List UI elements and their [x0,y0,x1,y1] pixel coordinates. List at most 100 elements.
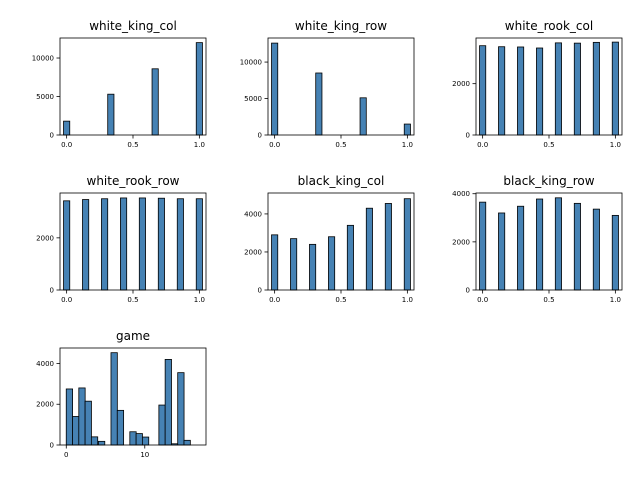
bar-black_king_row-0 [479,201,487,291]
y-tick-label: 0 [258,132,262,140]
bar-game-10 [141,436,150,446]
x-tick-label: 1.0 [194,141,205,149]
subplot-title: white_rook_row [87,174,180,188]
bar-game-8 [129,431,137,446]
bar-black_king_row-2 [517,205,525,291]
bar-black_king_col-7 [403,198,411,291]
y-tick-label: 4000 [36,360,54,368]
axes-frame [59,37,207,136]
bar-white_king_row-1 [315,72,323,136]
bar-white_king_col-0 [63,120,71,136]
x-tick-label: 1.0 [402,296,413,304]
bar-white_rook_row-3 [120,197,128,291]
x-tick-label: 0.5 [127,141,138,149]
y-tick-label: 2000 [36,401,54,409]
bar-black_king_row-5 [573,202,581,291]
bar-white_king_col-3 [195,42,203,136]
subplot-game: game 0 10 0 2000 4000 [36,329,207,459]
x-tick-label: 1.0 [610,141,621,149]
bar-black_king_col-6 [384,203,392,291]
bar-game-4 [90,436,99,446]
y-tick-label: 0 [466,287,470,295]
bar-white_king_row-3 [403,123,411,136]
x-tick-label: 0.5 [543,296,554,304]
bar-game-0 [65,388,73,446]
bar-game-5 [98,440,106,446]
bar-white_rook_col-0 [479,45,487,136]
axes-frame [475,37,623,136]
subplot-black_king_col: black_king_col 0.0 0.5 1.0 0 2000 4000 [244,174,415,304]
bar-white_rook_row-1 [82,199,90,291]
y-tick-label: 10000 [32,55,54,63]
bar-game-11 [158,404,166,446]
bar-white_rook_row-5 [157,197,165,291]
bar-game-6 [110,352,118,446]
bar-black_king_col-2 [309,243,317,291]
bar-black_king_col-1 [290,238,298,291]
bar-game-7 [116,409,125,446]
y-tick-label: 0 [466,132,470,140]
y-tick-label: 0 [50,442,54,450]
axes-frame [267,37,415,136]
subplot-title: game [116,329,150,343]
bar-black_king_row-7 [611,214,619,291]
bar-white_king_col-2 [151,68,159,136]
subplot-title: black_king_col [298,174,385,188]
bar-black_king_col-4 [346,224,354,291]
bar-white_rook_row-6 [176,198,184,291]
y-tick-label: 2000 [452,238,470,246]
axes-frame [59,192,207,291]
x-tick-label: 1.0 [194,296,205,304]
subplot-white_king_col: white_king_col 0.0 0.5 1.0 0 5000 10000 [32,19,207,149]
bar-game-2 [78,387,86,446]
bar-game-12 [164,359,172,446]
bar-black_king_row-3 [536,198,544,291]
bar-white_rook_col-3 [536,47,544,136]
subplot-white_rook_col: white_rook_col 0.0 0.5 1.0 0 2000 [452,19,623,149]
x-tick-label: 0.0 [477,141,488,149]
bar-black_king_col-3 [328,236,336,291]
x-tick-label: 0.0 [61,296,72,304]
bar-white_rook_col-6 [592,41,600,136]
bar-black_king_row-6 [592,208,600,291]
subplot-white_king_row: white_king_row 0.0 0.5 1.0 0 5000 10000 [240,19,415,149]
y-tick-label: 2000 [452,80,470,88]
x-tick-label: 0.0 [61,141,72,149]
y-tick-label: 4000 [452,190,470,198]
y-tick-label: 4000 [244,210,262,218]
bar-white_king_row-0 [271,42,279,136]
axes-frame [475,192,623,291]
y-tick-label: 0 [258,287,262,295]
subplot-title: white_king_col [89,19,177,33]
bar-white_rook_col-1 [498,46,506,136]
bar-game-9 [135,433,143,446]
bar-game-3 [84,400,92,446]
bar-black_king_row-4 [554,197,562,291]
axes-frame [59,347,207,446]
y-tick-label: 2000 [244,248,262,256]
bar-game-14 [177,372,185,446]
x-tick-label: 0.5 [335,141,346,149]
bar-white_rook_col-5 [573,42,581,136]
x-tick-label: 0.0 [269,141,280,149]
bar-white_rook_col-7 [611,41,619,136]
bar-white_rook_row-0 [63,200,71,291]
x-tick-label: 0.5 [127,296,138,304]
y-tick-label: 5000 [244,95,262,103]
x-tick-label: 10 [140,451,149,459]
axes-frame [267,192,415,291]
subplot-title: white_rook_col [505,19,593,33]
x-tick-label: 0.5 [335,296,346,304]
subplot-white_rook_row: white_rook_row 0.0 0.5 1.0 0 2000 [36,174,207,304]
bar-black_king_col-0 [271,234,279,291]
bar-white_rook_row-7 [195,198,203,291]
y-tick-label: 0 [50,287,54,295]
bar-game-15 [183,439,191,446]
bar-white_king_row-2 [359,97,367,136]
bar-black_king_col-5 [365,207,373,291]
subplot-black_king_row: black_king_row 0.0 0.5 1.0 0 2000 4000 [452,174,623,304]
bar-white_rook_row-2 [101,198,109,291]
x-tick-label: 0.0 [477,296,488,304]
x-tick-label: 1.0 [402,141,413,149]
